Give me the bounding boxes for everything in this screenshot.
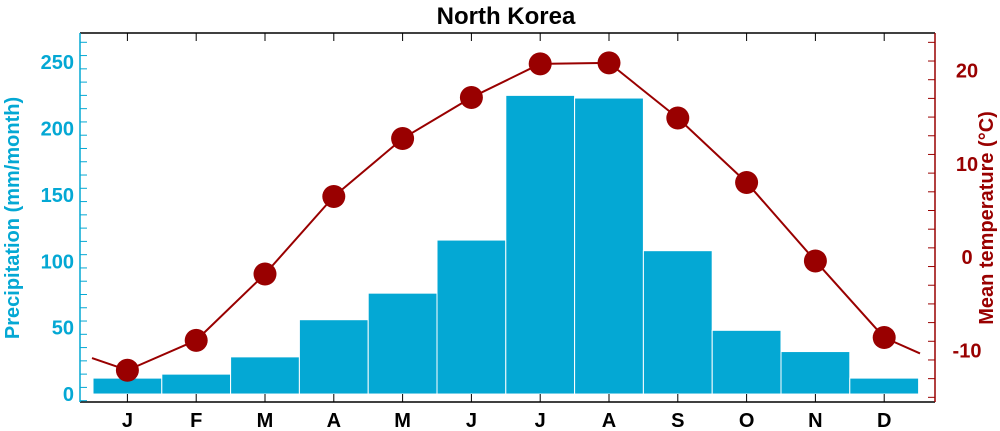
temperature-point — [872, 326, 896, 350]
precipitation-tick-label: 200 — [41, 119, 74, 141]
month-tick-label: D — [877, 410, 891, 431]
temperature-axis-label: Mean temperature (°C) — [976, 111, 998, 325]
precipitation-bar — [642, 250, 713, 395]
precipitation-axis-label: Precipitation (mm/month) — [2, 97, 24, 339]
precipitation-bars — [92, 94, 920, 395]
precipitation-tick-label: 250 — [41, 52, 74, 74]
precipitation-tick-label: 100 — [41, 251, 74, 273]
month-tick-label: J — [535, 410, 546, 431]
precipitation-bar — [367, 292, 438, 395]
month-tick-label: M — [394, 410, 411, 431]
precipitation-bar — [230, 356, 300, 395]
precipitation-bar — [849, 377, 920, 395]
month-tick-label: M — [257, 410, 274, 431]
temperature-point — [597, 51, 621, 75]
temperature-point — [115, 358, 139, 382]
temperature-axis: -10 0 10 20 — [928, 41, 982, 398]
chart-title: North Korea — [437, 3, 576, 30]
precipitation-tick-label: 50 — [52, 318, 74, 340]
month-tick-label: O — [739, 410, 755, 431]
precipitation-tick-label: 150 — [41, 185, 74, 207]
temperature-point — [391, 127, 415, 151]
temperature-point — [322, 184, 346, 208]
temperature-point — [253, 262, 277, 286]
month-tick-label: J — [466, 410, 477, 431]
temperature-point — [184, 328, 208, 352]
temperature-point — [735, 170, 759, 194]
temperature-tick-label: 0 — [961, 247, 972, 269]
month-tick-label: A — [602, 410, 616, 431]
month-tick-label: N — [808, 410, 822, 431]
plot-frame — [79, 32, 936, 403]
precipitation-axis: 0 50 100 150 200 250 — [41, 41, 87, 406]
precipitation-tick-label: 0 — [63, 384, 74, 406]
month-tick-label: S — [671, 410, 684, 431]
precipitation-bar — [436, 239, 507, 395]
temperature-line — [91, 51, 921, 382]
month-tick-label: F — [190, 410, 202, 431]
precipitation-bar — [711, 329, 782, 395]
precipitation-bar — [780, 351, 851, 395]
precipitation-bar — [161, 373, 232, 395]
temperature-tick-label: -10 — [953, 341, 982, 363]
temperature-point — [459, 85, 483, 109]
temperature-series-line — [91, 61, 921, 372]
temperature-point — [528, 52, 552, 76]
precipitation-bar — [298, 319, 369, 395]
precipitation-bar — [574, 97, 644, 395]
temperature-tick-label: 20 — [956, 60, 978, 82]
precipitation-bar — [505, 94, 576, 395]
temperature-point — [666, 106, 690, 130]
month-tick-label: A — [327, 410, 341, 431]
temperature-tick-label: 10 — [956, 154, 978, 176]
month-tick-label: J — [122, 410, 133, 431]
temperature-point — [803, 249, 827, 273]
